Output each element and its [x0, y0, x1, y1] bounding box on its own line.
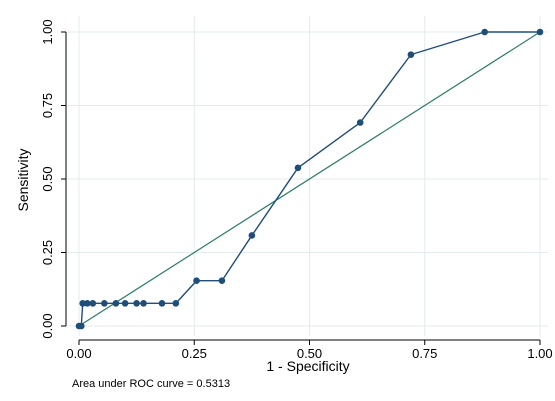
axes: [61, 31, 541, 345]
roc-point: [101, 300, 108, 307]
roc-point: [83, 300, 91, 307]
roc-point: [78, 322, 85, 330]
x-tick-label: 0.50: [297, 346, 322, 361]
roc-point: [121, 300, 129, 307]
roc-point: [407, 51, 415, 58]
roc-point: [481, 28, 488, 36]
roc-point: [172, 300, 180, 307]
y-tick-label: 0.75: [40, 93, 55, 118]
roc-point: [248, 232, 256, 239]
grid-lines: [67, 16, 548, 336]
roc-point: [89, 300, 97, 307]
y-tick-label: 1.00: [40, 19, 55, 44]
y-tick-label: 0.00: [40, 313, 55, 338]
reference-line: [78, 31, 541, 327]
x-axis-title: 1 - Specificity: [266, 358, 349, 374]
roc-point: [218, 277, 226, 285]
x-tick-label: 0.25: [182, 346, 207, 361]
data-series: [75, 28, 544, 330]
roc-point: [79, 300, 86, 307]
y-tick-label: 0.25: [40, 240, 55, 265]
roc-point: [133, 300, 140, 307]
roc-point: [193, 277, 200, 285]
x-tick-label: 1.00: [527, 346, 552, 361]
x-tick-label: 0.00: [66, 346, 91, 361]
roc-point: [536, 28, 544, 36]
roc-point: [356, 119, 364, 126]
roc-point: [158, 300, 166, 307]
roc-point: [112, 300, 120, 307]
y-axis-title: Sensitivity: [15, 148, 31, 211]
tick-labels: 0.00 0.25 0.50 0.75 1.00 0.00 0.25 0.50 0.75 1.00: [40, 19, 553, 361]
auc-note: Area under ROC curve = 0.5313: [72, 378, 230, 390]
roc-point: [294, 164, 302, 172]
y-tick-label: 0.50: [40, 166, 55, 191]
x-tick-label: 0.75: [412, 346, 437, 361]
roc-point: [140, 300, 147, 307]
